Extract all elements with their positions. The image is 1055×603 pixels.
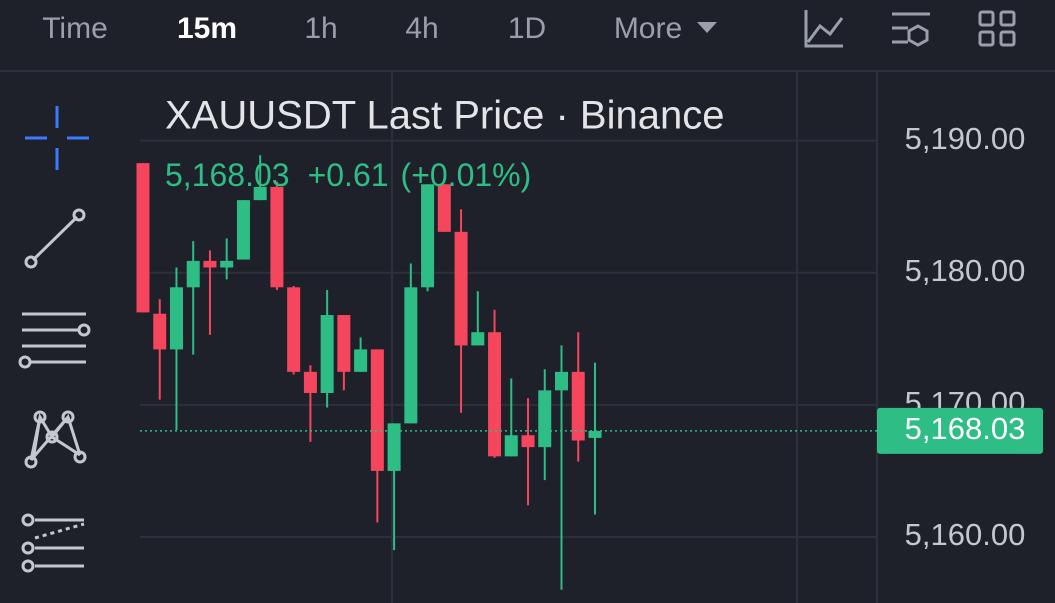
timeframe-tabs: Time 15m 1h 4h 1D More <box>42 12 682 45</box>
line-tool-node <box>24 255 38 269</box>
candle-body <box>421 184 435 288</box>
pattern-tool-node <box>73 450 87 464</box>
layout-icon[interactable] <box>978 30 995 47</box>
candle-body <box>320 315 334 393</box>
candle-body <box>521 435 535 448</box>
candle-body <box>404 287 418 424</box>
pattern-tool-node <box>45 430 59 444</box>
overlay: 5,160.005,170.005,180.005,190.005,168.03… <box>140 94 1043 552</box>
timeframe-tab[interactable]: More <box>614 12 682 45</box>
top-icons <box>804 10 1016 48</box>
price-header: 5,168.03 +0.61 (+0.01%) <box>165 157 531 193</box>
timeframe-tab[interactable]: 1D <box>508 12 546 45</box>
timeframe-tab[interactable]: Time <box>42 12 108 45</box>
candle-body <box>538 390 552 448</box>
pattern-tool-node <box>61 410 75 424</box>
candle-body <box>303 371 317 393</box>
y-tick-label: 5,180.00 <box>905 253 1026 288</box>
indicator-icon[interactable] <box>804 10 844 48</box>
layout-icon[interactable] <box>999 10 1016 27</box>
line-tool-node <box>72 208 86 222</box>
candles <box>136 155 602 590</box>
fib-tool-node <box>18 355 32 369</box>
fib-tool-node <box>77 323 91 337</box>
layout-icon[interactable] <box>999 30 1016 47</box>
candle-body <box>169 287 183 350</box>
y-tick-label: 5,160.00 <box>905 517 1026 552</box>
channel-tool-node <box>21 513 35 527</box>
y-tick-label: 5,190.00 <box>905 121 1026 156</box>
candle-body <box>287 287 301 372</box>
channel-tool[interactable] <box>35 518 84 568</box>
candle-body <box>504 435 518 457</box>
candle-body <box>471 332 485 346</box>
timeframe-tab[interactable]: 15m <box>177 12 237 45</box>
candle-body <box>236 200 250 260</box>
drawing-tools <box>18 208 91 573</box>
crosshair-tool[interactable] <box>25 106 89 170</box>
candle-body <box>186 260 200 288</box>
pattern-tool-node <box>24 455 38 469</box>
chart-title: XAUUSDT Last Price · Binance <box>165 94 724 138</box>
candle-body <box>337 315 351 372</box>
candle-body <box>270 186 284 288</box>
candle-body <box>203 260 217 268</box>
layout-icon[interactable] <box>978 10 995 27</box>
grid <box>140 139 877 538</box>
price-header-part: (+0.01%) <box>401 157 532 193</box>
candle-body <box>370 349 384 471</box>
fib-tool[interactable] <box>22 312 86 364</box>
settings-icon[interactable] <box>892 12 930 47</box>
candle-body <box>153 313 167 350</box>
candle-body <box>387 423 401 471</box>
candle-body <box>220 260 234 268</box>
candle-body <box>588 430 602 438</box>
candle-body <box>488 332 502 457</box>
candle-body <box>437 184 451 232</box>
price-header-part: 5,168.03 <box>165 157 290 193</box>
timeframe-tab[interactable]: 4h <box>405 12 438 45</box>
pattern-tool-node <box>33 410 47 424</box>
candle-body <box>555 371 568 391</box>
candle-body <box>136 163 150 313</box>
channel-tool-node <box>21 541 35 555</box>
candle-body <box>571 371 585 441</box>
last-price-box <box>877 407 1043 454</box>
last-price-label: 5,168.03 <box>905 411 1026 446</box>
pattern-tool[interactable] <box>29 412 82 461</box>
channel-tool-node <box>21 559 35 573</box>
line-tool[interactable] <box>31 215 79 262</box>
candle-body <box>253 186 267 201</box>
candle-body <box>354 349 368 372</box>
more-arrow[interactable] <box>697 22 717 33</box>
price-header-part: +0.61 <box>308 157 389 193</box>
channel-tool-dash <box>34 522 85 540</box>
timeframe-tab[interactable]: 1h <box>304 12 337 45</box>
candle-body <box>454 231 468 346</box>
